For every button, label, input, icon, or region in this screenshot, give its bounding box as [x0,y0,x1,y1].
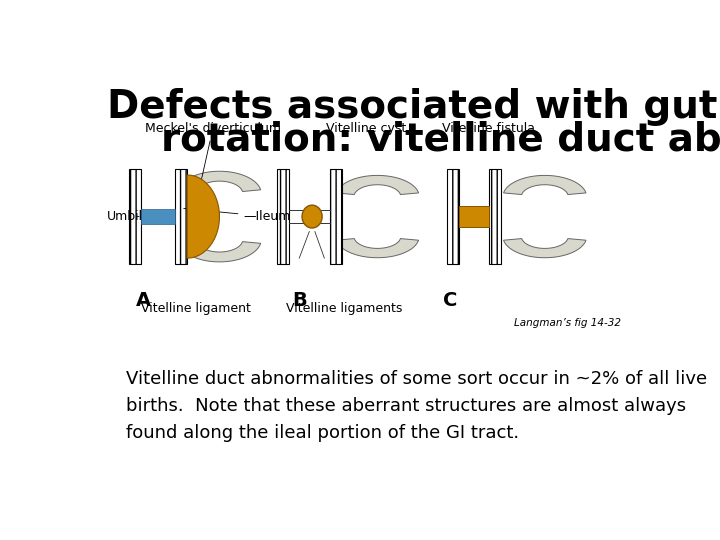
FancyBboxPatch shape [489,168,501,265]
Text: Vitelline fistula: Vitelline fistula [443,123,536,136]
Text: Vitelline cyst: Vitelline cyst [326,123,406,136]
Text: found along the ileal portion of the GI tract.: found along the ileal portion of the GI … [126,424,519,442]
FancyBboxPatch shape [447,168,459,265]
FancyBboxPatch shape [141,209,175,224]
Text: rotation: vitelline duct abnormalities: rotation: vitelline duct abnormalities [107,121,720,159]
Polygon shape [503,176,586,194]
Polygon shape [187,175,220,258]
Polygon shape [179,241,261,262]
FancyBboxPatch shape [330,168,342,265]
Text: Meckel's diverticulum: Meckel's diverticulum [145,123,281,204]
Text: Umbilicus: Umbilicus [107,210,168,223]
Text: Langman’s fig 14-32: Langman’s fig 14-32 [514,319,621,328]
FancyBboxPatch shape [175,168,187,265]
Polygon shape [503,239,586,258]
FancyBboxPatch shape [277,168,289,265]
Text: Vitelline ligament: Vitelline ligament [141,302,251,315]
Ellipse shape [302,205,322,228]
Text: B: B [292,292,307,310]
FancyBboxPatch shape [459,206,489,227]
Text: Vitelline ligaments: Vitelline ligaments [286,302,402,315]
FancyBboxPatch shape [129,168,141,265]
Text: Vitelline duct abnormalities of some sort occur in ~2% of all live: Vitelline duct abnormalities of some sor… [126,370,707,388]
Text: C: C [443,292,457,310]
Text: A: A [135,292,150,310]
Polygon shape [336,239,418,258]
Text: —Ileum: —Ileum [184,208,291,223]
Text: Defects associated with gut herniation and: Defects associated with gut herniation a… [107,87,720,126]
Polygon shape [336,176,418,194]
Polygon shape [179,171,261,192]
Text: births.  Note that these aberrant structures are almost always: births. Note that these aberrant structu… [126,397,686,415]
